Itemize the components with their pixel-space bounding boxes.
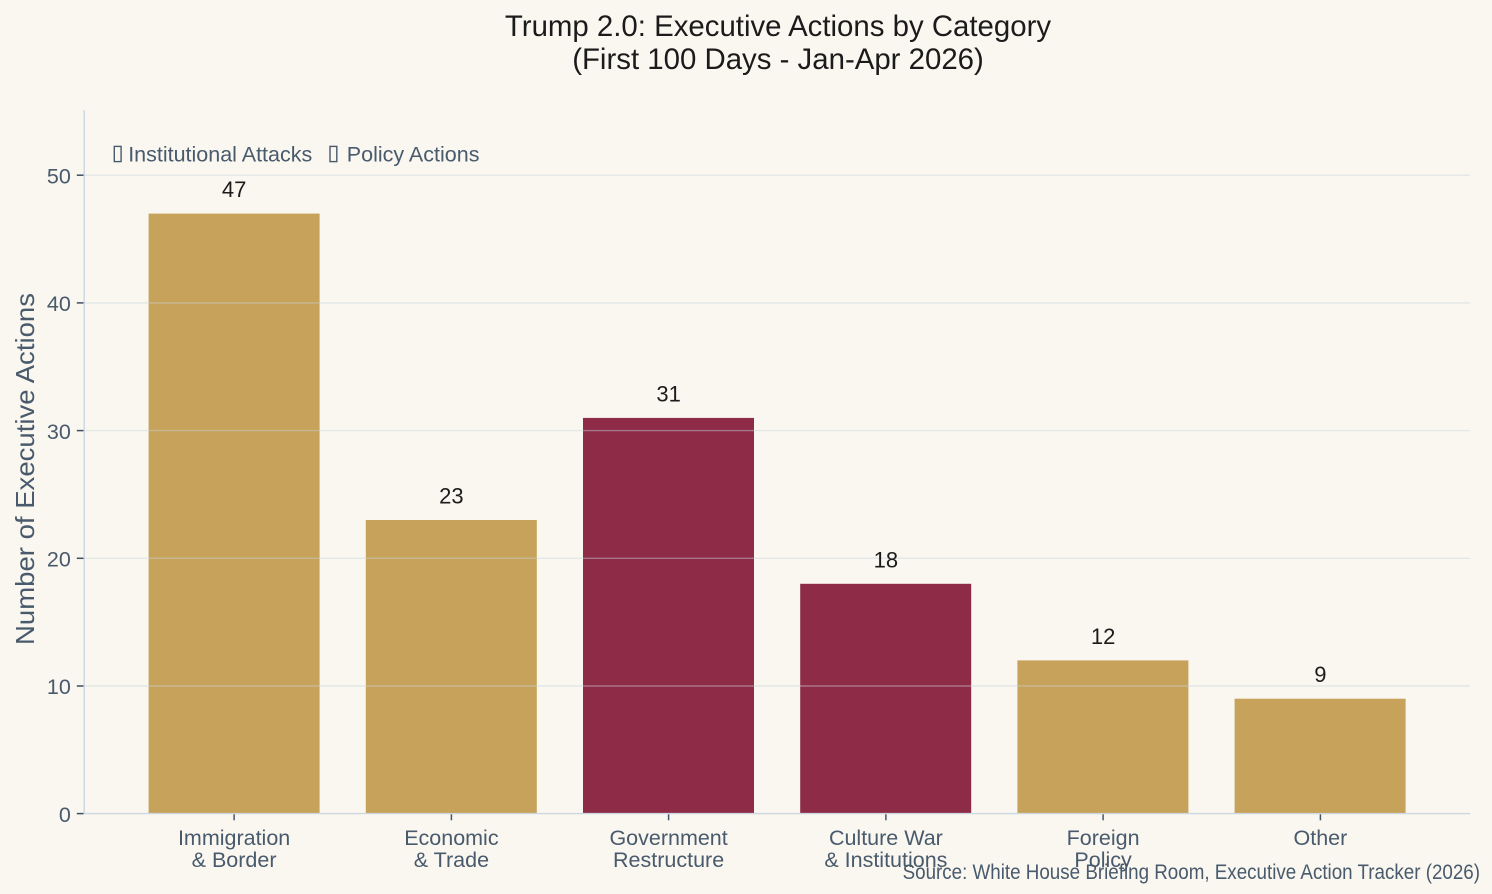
svg-text:Number of Executive Actions: Number of Executive Actions	[10, 293, 40, 645]
svg-text:Foreign: Foreign	[1067, 826, 1140, 850]
svg-text:Source: White House Briefing R: Source: White House Briefing Room, Execu…	[903, 861, 1480, 884]
svg-text:50: 50	[47, 164, 71, 188]
svg-text:& Trade: & Trade	[414, 848, 489, 872]
svg-text:47: 47	[222, 177, 246, 202]
svg-text:Trump 2.0: Executive Actions b: Trump 2.0: Executive Actions by Category	[505, 10, 1051, 43]
svg-text:10: 10	[47, 675, 71, 699]
svg-text:Policy Actions: Policy Actions	[347, 142, 480, 166]
svg-text:Culture War: Culture War	[829, 826, 943, 850]
svg-text:40: 40	[47, 292, 71, 316]
svg-text:Restructure: Restructure	[613, 848, 724, 872]
svg-text:30: 30	[47, 420, 71, 444]
svg-text:Other: Other	[1294, 826, 1348, 850]
svg-text:31: 31	[656, 381, 680, 406]
svg-text:(First 100 Days - Jan-Apr 2026: (First 100 Days - Jan-Apr 2026)	[572, 43, 984, 76]
svg-text:18: 18	[874, 547, 898, 572]
svg-text:Government: Government	[609, 826, 727, 850]
svg-text:20: 20	[47, 548, 71, 572]
svg-text:Immigration: Immigration	[178, 826, 290, 850]
svg-text:& Institutions: & Institutions	[824, 848, 947, 872]
svg-text:0: 0	[59, 803, 71, 827]
svg-text:Institutional Attacks: Institutional Attacks	[128, 142, 312, 166]
svg-text:Policy: Policy	[1074, 848, 1132, 872]
svg-text:& Border: & Border	[192, 848, 277, 872]
svg-text:9: 9	[1314, 662, 1326, 687]
svg-text:Economic: Economic	[404, 826, 499, 850]
svg-text:23: 23	[439, 484, 463, 509]
svg-text:12: 12	[1091, 624, 1115, 649]
